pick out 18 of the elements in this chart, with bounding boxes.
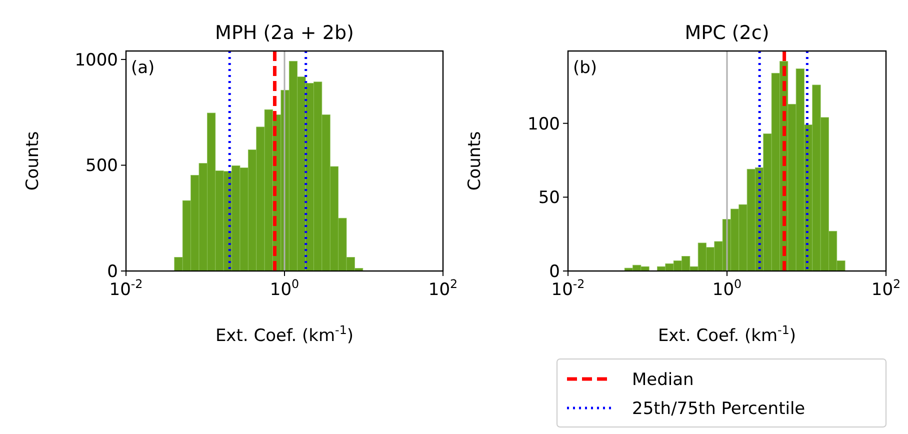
x-tick-label: 10$^{2}$ — [871, 277, 901, 300]
x-axis-title: Ext. Coef. (km$^{-1}$) — [215, 323, 354, 346]
chart-title: MPC (2c) — [684, 22, 770, 44]
y-tick-label: 50 — [538, 188, 560, 208]
x-tick-label: 10$^{2}$ — [428, 277, 458, 300]
legend-label: 25th/75th Percentile — [632, 399, 806, 419]
y-axis-title: Counts — [23, 131, 43, 191]
y-tick-label: 500 — [86, 156, 118, 176]
annotation: (a) — [131, 58, 155, 78]
x-tick-label: 10$^{0}$ — [270, 277, 300, 300]
annotation: (b) — [573, 58, 598, 78]
y-tick-label: 1000 — [74, 50, 118, 70]
y-tick-label: 100 — [528, 114, 560, 134]
legend-label: Median — [632, 370, 694, 390]
x-axis-title: Ext. Coef. (km$^{-1}$) — [658, 323, 796, 346]
chart-title: MPH (2a + 2b) — [215, 22, 354, 44]
x-tick-label: 10$^{0}$ — [712, 277, 742, 300]
y-axis-title: Counts — [465, 131, 485, 191]
